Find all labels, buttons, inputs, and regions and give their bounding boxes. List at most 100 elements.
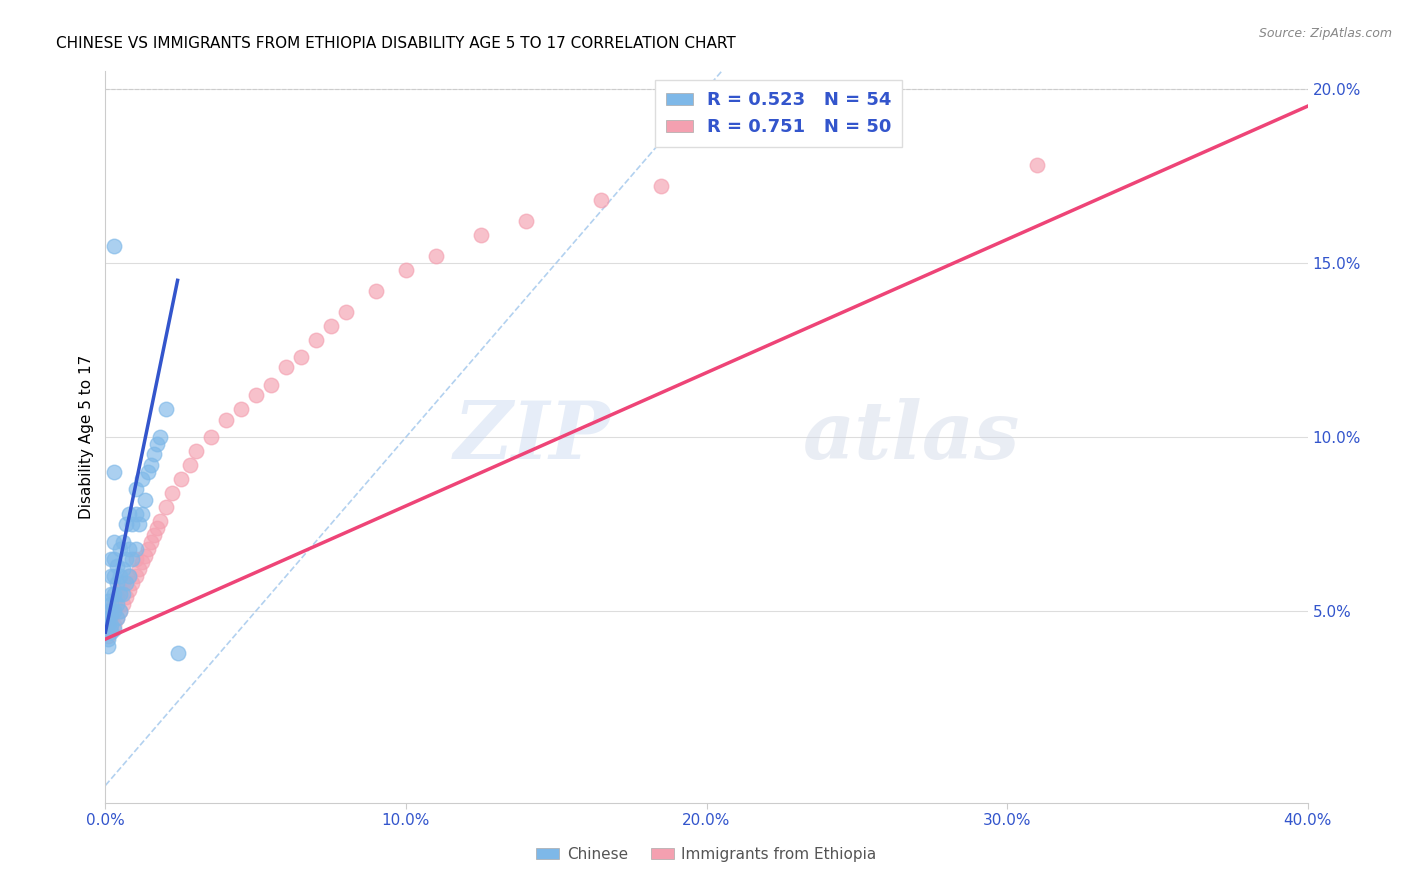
Point (145, 521, 167, 535)
Point (103, 238, 125, 252)
Point (179, 458, 201, 472)
Point (160, 485, 183, 500)
Point (128, 562, 150, 576)
Point (103, 587, 125, 601)
Point (118, 507, 141, 521)
Point (115, 552, 138, 566)
Point (124, 552, 146, 566)
Point (184, 444, 207, 458)
Point (100, 569, 122, 583)
Point (97, 611, 120, 625)
Point (100, 618, 122, 632)
Point (110, 604, 132, 618)
Text: ZIP: ZIP (454, 399, 610, 475)
Point (103, 534, 125, 549)
Point (155, 500, 177, 514)
Point (155, 402, 177, 417)
Y-axis label: Disability Age 5 to 17: Disability Age 5 to 17 (79, 355, 94, 519)
Point (97, 629, 120, 643)
Point (103, 622, 125, 636)
Point (200, 430, 222, 444)
Point (112, 587, 135, 601)
Point (229, 402, 252, 417)
Point (145, 437, 167, 451)
Point (124, 569, 146, 583)
Point (148, 514, 170, 528)
Point (245, 388, 267, 402)
Point (166, 646, 188, 660)
Point (110, 583, 132, 598)
Point (650, 179, 672, 194)
Point (107, 558, 129, 573)
Point (124, 483, 146, 497)
Point (110, 587, 132, 601)
Point (100, 587, 122, 601)
Point (128, 517, 150, 532)
Point (107, 576, 129, 591)
Point (118, 583, 141, 598)
Text: CHINESE VS IMMIGRANTS FROM ETHIOPIA DISABILITY AGE 5 TO 17 CORRELATION CHART: CHINESE VS IMMIGRANTS FROM ETHIOPIA DISA… (56, 36, 735, 51)
Point (103, 569, 125, 583)
Point (214, 412, 236, 426)
Point (142, 527, 165, 541)
Point (97, 618, 120, 632)
Point (136, 465, 159, 479)
Point (131, 556, 153, 570)
Point (425, 249, 447, 263)
Point (112, 597, 135, 611)
Point (110, 541, 132, 556)
Point (118, 541, 141, 556)
Point (103, 604, 125, 618)
Point (107, 611, 129, 625)
Point (97, 604, 120, 618)
Point (470, 228, 492, 243)
Point (115, 576, 138, 591)
Point (131, 472, 153, 486)
Point (100, 622, 122, 636)
Point (290, 350, 312, 364)
Point (100, 607, 122, 622)
Point (395, 263, 418, 277)
Text: Source: ZipAtlas.com: Source: ZipAtlas.com (1258, 27, 1392, 40)
Point (107, 611, 129, 625)
Point (118, 569, 141, 583)
Point (103, 552, 125, 566)
Point (1026, 158, 1049, 172)
Point (97, 611, 120, 625)
Legend: Chinese, Immigrants from Ethiopia: Chinese, Immigrants from Ethiopia (530, 841, 883, 868)
Point (97, 639, 120, 653)
Point (591, 193, 613, 207)
Point (100, 611, 122, 625)
Point (136, 541, 159, 556)
Point (139, 458, 162, 472)
Point (134, 492, 156, 507)
Point (319, 318, 342, 333)
Point (335, 304, 357, 318)
Point (121, 576, 143, 591)
Point (97, 594, 120, 608)
Point (115, 591, 138, 605)
Point (148, 430, 170, 444)
Point (100, 625, 122, 640)
Point (124, 507, 146, 521)
Point (124, 541, 146, 556)
Point (115, 517, 138, 532)
Point (118, 569, 141, 583)
Point (112, 562, 135, 576)
Point (100, 604, 122, 618)
Point (364, 284, 387, 298)
Point (169, 472, 191, 486)
Point (112, 576, 135, 591)
Point (260, 377, 283, 392)
Point (100, 597, 122, 611)
Point (112, 534, 135, 549)
Point (305, 333, 328, 347)
Point (103, 465, 125, 479)
Text: atlas: atlas (803, 399, 1021, 475)
Point (139, 534, 162, 549)
Point (121, 517, 143, 532)
Point (103, 618, 125, 632)
Point (515, 214, 537, 228)
Point (97, 632, 120, 646)
Point (107, 597, 129, 611)
